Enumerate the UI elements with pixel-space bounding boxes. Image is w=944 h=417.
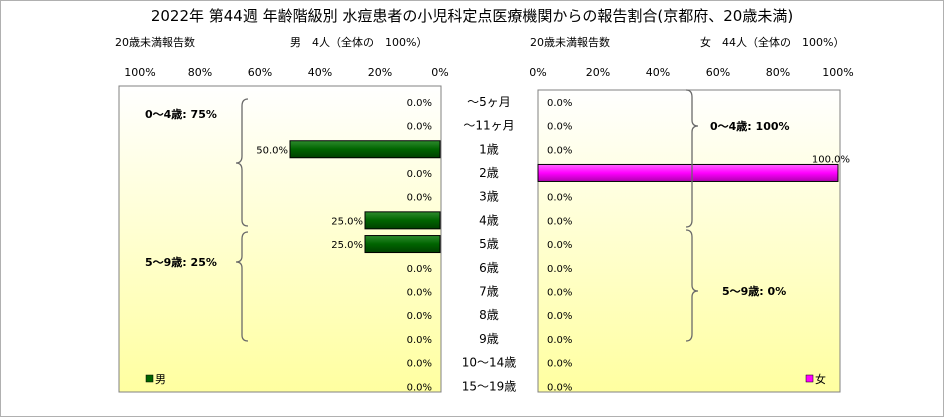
male-data-labels: 0.0% 0.0% 50.0% 0.0% 0.0% 25.0% 25.0% 0.0% 0.0% 0… [256,98,432,393]
category-label: 15～19歳 [462,379,517,393]
female-data-label: 0.0% [547,193,572,204]
male-data-label: 0.0% [407,382,432,393]
female-data-label: 0.0% [547,382,572,393]
female-bars [537,163,839,182]
male-data-label: 0.0% [407,169,432,180]
category-label: 9歳 [479,332,499,346]
right-subtitle: 20歳未満報告数 [530,36,610,49]
category-label: ～11ヶ月 [463,119,514,133]
left-summary: 男 4人（全体の 100%） [290,35,427,49]
right-brace-0-4 [685,89,699,228]
category-label: 10～14歳 [462,356,517,370]
left-subtitle: 20歳未満報告数 [115,36,195,49]
left-tick-label: 80% [188,66,212,79]
category-label: 4歳 [479,213,499,227]
female-data-label: 100.0% [812,154,850,165]
right-tick-label: 60% [706,66,730,79]
category-label: 1歳 [479,142,499,156]
category-label: 8歳 [479,308,499,322]
male-data-label: 0.0% [407,264,432,275]
right-tick-label: 40% [646,66,670,79]
right-tick-label: 80% [766,66,790,79]
female-bar [537,163,839,182]
chart-title: 2022年 第44週 年齢階級別 水痘患者の小児科定点医療機関からの報告割合(京… [151,7,793,25]
female-legend-swatch [805,374,814,383]
male-data-label: 25.0% [331,216,363,227]
male-data-label: 50.0% [256,145,288,156]
male-bar [364,235,441,254]
male-data-label: 0.0% [407,359,432,370]
left-group-label-0-4: 0～4歳: 75% [145,107,217,121]
left-tick-label: 60% [248,66,272,79]
female-data-label: 0.0% [547,216,572,227]
male-legend-swatch [145,374,154,383]
male-data-label: 25.0% [331,240,363,251]
male-data-label: 0.0% [407,98,432,109]
left-tick-label: 20% [368,66,392,79]
male-data-label: 0.0% [407,311,432,322]
male-bar [364,211,441,230]
female-data-label: 0.0% [547,287,572,298]
right-tick-label: 0% [529,66,546,79]
right-tick-label: 100% [822,66,853,79]
right-brace-5-9 [685,229,699,342]
left-brace-5-9 [235,231,249,342]
category-label: 6歳 [479,261,499,275]
female-data-label: 0.0% [547,240,572,251]
right-summary: 女 44人（全体の 100%） [700,35,844,49]
female-data-label: 0.0% [547,145,572,156]
category-label: 3歳 [479,190,499,204]
male-bar [289,140,441,159]
left-group-label-5-9: 5～9歳: 25% [145,255,217,269]
female-data-label: 0.0% [547,335,572,346]
category-label: 7歳 [479,284,499,298]
female-data-label: 0.0% [547,122,572,133]
left-brace-0-4 [235,98,249,227]
male-bars [289,140,441,254]
category-label: ～5ヶ月 [467,95,511,109]
category-labels: ～5ヶ月 ～11ヶ月 1歳 2歳 3歳 4歳 5歳 6歳 7歳 8歳 9歳 10～14歳 15～19歳 [462,95,517,393]
left-tick-label: 40% [308,66,332,79]
category-label: 5歳 [479,237,499,251]
male-data-label: 0.0% [407,287,432,298]
left-tick-label: 100% [124,66,155,79]
female-data-label: 0.0% [547,311,572,322]
left-tick-labels: 100% 80% 60% 40% 20% 0% [124,66,448,79]
male-data-label: 0.0% [407,335,432,346]
female-data-label: 0.0% [547,264,572,275]
left-tick-label: 0% [431,66,448,79]
right-tick-labels: 0% 20% 40% 60% 80% 100% [529,66,853,79]
female-legend-label: 女 [815,372,826,386]
female-data-label: 0.0% [547,98,572,109]
male-legend-label: 男 [155,373,166,386]
right-tick-label: 20% [586,66,610,79]
right-group-label-5-9: 5～9歳: 0% [722,284,786,298]
right-plot-area [537,89,841,393]
male-data-label: 0.0% [407,122,432,133]
female-data-labels: 0.0% 0.0% 0.0% 100.0% 0.0% 0.0% 0.0% 0.0% 0.0% 0.… [547,98,850,393]
right-group-label-0-4: 0～4歳: 100% [710,119,790,133]
male-data-label: 0.0% [407,193,432,204]
female-data-label: 0.0% [547,359,572,370]
category-label: 2歳 [479,166,499,180]
